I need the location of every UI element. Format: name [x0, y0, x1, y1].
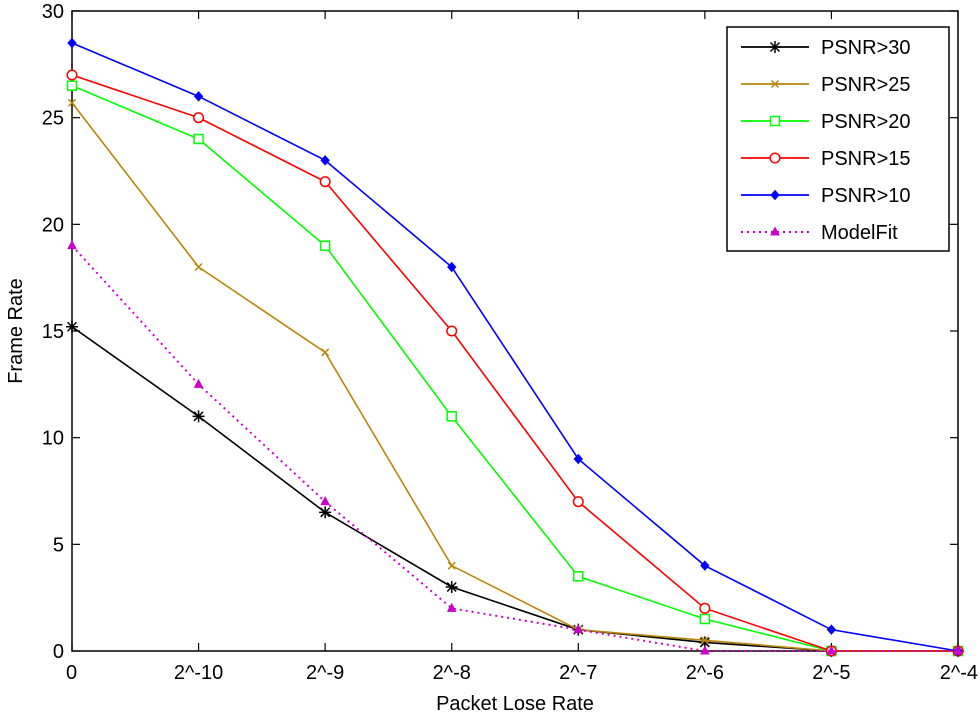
x-tick-label: 2^-7 — [559, 662, 597, 684]
series-line — [71, 42, 959, 652]
data-point — [319, 506, 332, 519]
data-point — [446, 602, 457, 612]
data-point — [66, 80, 78, 91]
data-point — [769, 41, 781, 53]
data-point — [573, 624, 584, 634]
data-point — [446, 411, 457, 422]
data-point — [193, 378, 204, 388]
series-layer — [66, 37, 964, 657]
legend-item: PSNR>10 — [741, 185, 911, 207]
y-tick-label: 15 — [42, 321, 64, 343]
data-point — [193, 91, 204, 102]
series-line — [71, 102, 958, 652]
y-tick-label: 5 — [53, 534, 64, 556]
data-point — [770, 226, 780, 236]
data-point — [194, 262, 203, 272]
legend-item: PSNR>15 — [741, 148, 911, 170]
legend-item: ModelFit — [741, 222, 898, 244]
data-point — [192, 410, 205, 423]
data-point — [66, 69, 78, 81]
y-tick-label: 0 — [53, 641, 64, 663]
series-psnr-10 — [67, 37, 963, 657]
series-line — [71, 84, 958, 652]
data-point — [446, 325, 458, 337]
y-tick-label: 25 — [42, 108, 64, 130]
data-point — [67, 240, 77, 250]
x-tick-label: 2^-10 — [174, 662, 223, 684]
y-tick-label: 10 — [42, 428, 64, 450]
legend-item: PSNR>25 — [741, 74, 911, 96]
data-point — [193, 133, 204, 145]
x-axis: 0 2^-10 2^-9 2^-8 2^-7 2^-6 2^-5 2^-4 — [66, 11, 978, 684]
data-point — [447, 561, 456, 570]
legend-label: PSNR>30 — [821, 37, 911, 59]
x-axis-title: Packet Lose Rate — [436, 693, 594, 715]
y-axis-title: Frame Rate — [5, 278, 27, 384]
legend-label: PSNR>25 — [821, 74, 911, 96]
data-point — [770, 79, 780, 89]
x-tick-label: 2^-9 — [306, 662, 344, 684]
data-point — [699, 613, 711, 625]
data-point — [953, 645, 963, 655]
x-tick-label: 2^-8 — [433, 662, 471, 684]
x-tick-label: 2^-6 — [686, 662, 724, 684]
data-point — [66, 320, 78, 333]
data-point — [572, 496, 584, 508]
legend-label: PSNR>20 — [821, 111, 911, 133]
data-point — [193, 112, 205, 124]
y-axis: 0 5 10 15 20 25 30 — [42, 1, 958, 663]
legend-label: ModelFit — [821, 222, 898, 244]
data-point — [67, 98, 77, 107]
legend-label: PSNR>15 — [821, 148, 911, 170]
data-point — [321, 348, 330, 357]
data-point — [826, 624, 837, 635]
data-point — [67, 37, 77, 49]
legend-item: PSNR>30 — [741, 37, 911, 59]
y-tick-label: 20 — [42, 214, 64, 236]
series-line — [71, 244, 958, 652]
y-tick-label: 30 — [42, 1, 64, 23]
series-modelfit — [67, 240, 963, 655]
legend-item: PSNR>20 — [741, 111, 911, 133]
data-point — [445, 581, 458, 593]
x-tick-label: 0 — [66, 662, 77, 684]
x-tick-label: 2^-5 — [812, 662, 850, 684]
data-point — [573, 453, 583, 465]
data-point — [319, 176, 331, 188]
data-point — [447, 261, 457, 273]
x-tick-label: 2^-4 — [940, 662, 978, 684]
data-point — [769, 115, 781, 127]
legend: PSNR>30 PSNR>25 PSNR>20 PSNR>15 PSNR>10 Model… — [726, 26, 950, 252]
data-point — [826, 645, 837, 655]
data-point — [573, 571, 584, 582]
data-point — [319, 240, 331, 251]
data-point — [700, 560, 710, 571]
data-point — [320, 496, 330, 506]
legend-label: PSNR>10 — [821, 185, 911, 207]
series-line — [71, 74, 958, 652]
data-point — [320, 155, 330, 166]
data-point — [769, 152, 781, 164]
data-point — [770, 189, 780, 201]
data-point — [700, 645, 710, 655]
data-point — [700, 636, 709, 645]
legend-box — [726, 26, 950, 252]
data-point — [699, 602, 711, 614]
